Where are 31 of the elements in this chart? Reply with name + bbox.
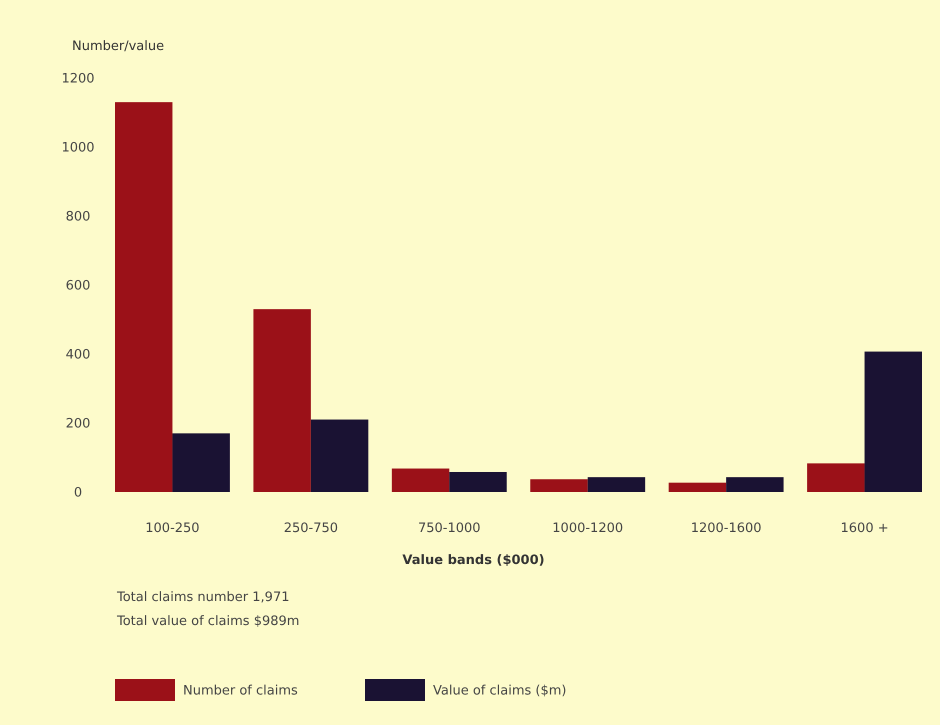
bar	[115, 102, 172, 492]
bar	[864, 352, 922, 492]
y-tick-label: 1000	[61, 140, 95, 156]
x-tick-label: 1600 +	[840, 521, 889, 536]
bar	[253, 309, 311, 492]
x-tick-label: 250-750	[284, 521, 338, 536]
bar	[530, 479, 588, 492]
x-tick-label: 100-250	[145, 521, 200, 536]
y-tick-label: 200	[66, 416, 90, 432]
x-tick-label: 1200-1600	[690, 521, 762, 536]
y-tick-label: 1200	[61, 72, 95, 87]
bar	[588, 477, 646, 492]
legend-label: Value of claims ($m)	[433, 684, 566, 699]
bar	[449, 472, 507, 492]
y-tick-label: 800	[66, 210, 90, 225]
legend-label: Number of claims	[183, 684, 298, 699]
bar	[172, 433, 230, 492]
y-tick-label: 0	[74, 486, 82, 501]
bar	[392, 468, 450, 492]
bar	[310, 420, 368, 492]
x-tick-label: 1000-1200	[552, 521, 624, 536]
bar	[668, 482, 726, 492]
y-tick-label: 600	[66, 278, 90, 294]
text: Total claims number 1,971	[116, 590, 290, 605]
y-axis-title: Number/value	[72, 39, 164, 54]
y-tick-label: 400	[66, 348, 90, 363]
bar	[726, 477, 784, 492]
bar	[807, 463, 865, 492]
x-axis-title: Value bands ($000)	[402, 553, 545, 568]
x-tick-label: 750-1000	[418, 521, 481, 536]
text: Total value of claims $989m	[116, 614, 300, 629]
